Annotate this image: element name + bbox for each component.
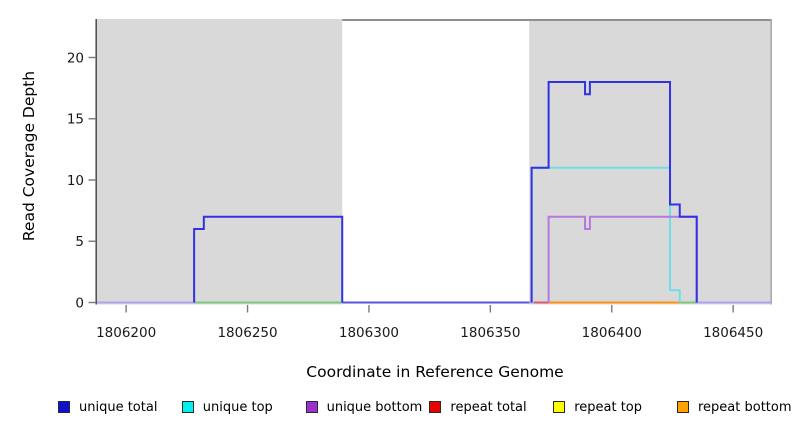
x-axis-title: Coordinate in Reference Genome xyxy=(306,363,564,381)
legend-item-repeat-bottom: repeat bottom xyxy=(677,399,792,415)
legend-item-unique-total: unique total xyxy=(58,399,157,415)
y-tick-label: 10 xyxy=(67,173,84,189)
legend-swatch-unique-bottom xyxy=(305,401,318,413)
legend-label: repeat top xyxy=(574,399,642,415)
legend-label: unique top xyxy=(202,399,273,415)
x-tick-label: 1806250 xyxy=(217,325,277,341)
legend-item-repeat-top: repeat top xyxy=(553,399,642,415)
x-tick-label: 1806350 xyxy=(460,325,520,341)
x-tick-label: 1806200 xyxy=(96,325,156,341)
legend-label: repeat bottom xyxy=(698,399,792,415)
legend-swatch-repeat-bottom xyxy=(677,401,689,413)
legend-label: unique total xyxy=(79,399,158,415)
shaded-region xyxy=(97,19,343,305)
legend-item-repeat-total: repeat total xyxy=(429,399,527,415)
y-tick-label: 5 xyxy=(75,234,84,250)
legend-item-unique-bottom: unique bottom xyxy=(305,399,423,415)
x-tick-label: 1806450 xyxy=(703,325,763,341)
y-tick-label: 0 xyxy=(75,295,84,311)
legend-item-unique-top: unique top xyxy=(181,399,273,415)
y-tick-label: 15 xyxy=(67,112,84,128)
legend-swatch-repeat-top xyxy=(553,401,566,413)
x-tick-label: 1806400 xyxy=(582,325,642,341)
y-tick-label: 20 xyxy=(67,50,84,66)
shaded-region xyxy=(529,19,772,305)
legend-label: repeat total xyxy=(450,399,527,415)
legend-swatch-repeat-total xyxy=(429,401,442,413)
series-line-unique-total xyxy=(193,81,698,303)
legend-label: unique bottom xyxy=(326,399,423,415)
legend-swatch-unique-top xyxy=(181,401,194,413)
legend-swatch-unique-total xyxy=(58,401,70,413)
x-tick-label: 1806300 xyxy=(339,325,399,341)
y-axis-title: Read Coverage Depth xyxy=(20,70,38,242)
